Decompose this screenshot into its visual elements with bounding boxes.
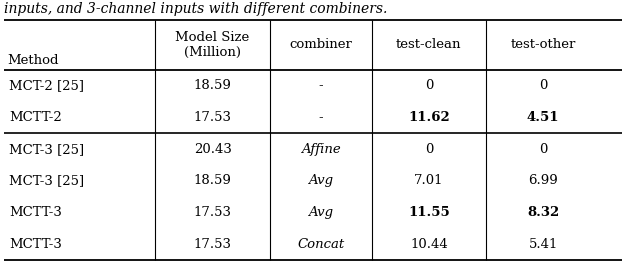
Text: Concat: Concat	[297, 238, 344, 251]
Text: 7.01: 7.01	[414, 174, 444, 187]
Text: Avg: Avg	[308, 206, 333, 219]
Text: test-other: test-other	[511, 39, 576, 51]
Text: 6.99: 6.99	[528, 174, 558, 187]
Text: 0: 0	[539, 79, 547, 92]
Text: Affine: Affine	[301, 143, 341, 156]
Text: 0: 0	[424, 79, 433, 92]
Text: -: -	[319, 111, 323, 124]
Text: 17.53: 17.53	[193, 111, 232, 124]
Text: 10.44: 10.44	[410, 238, 448, 251]
Text: 17.53: 17.53	[193, 238, 232, 251]
Text: 5.41: 5.41	[528, 238, 558, 251]
Text: Method: Method	[7, 54, 58, 67]
Text: -: -	[319, 79, 323, 92]
Text: 0: 0	[424, 143, 433, 156]
Text: 18.59: 18.59	[193, 79, 232, 92]
Text: inputs, and 3-channel inputs with different combiners.: inputs, and 3-channel inputs with differ…	[4, 2, 387, 16]
Text: 8.32: 8.32	[527, 206, 559, 219]
Text: MCT-3 [25]: MCT-3 [25]	[9, 143, 84, 156]
Text: combiner: combiner	[289, 39, 352, 51]
Text: Model Size
(Million): Model Size (Million)	[175, 31, 250, 59]
Text: MCTT-2: MCTT-2	[9, 111, 62, 124]
Text: MCT-2 [25]: MCT-2 [25]	[9, 79, 84, 92]
Text: 20.43: 20.43	[193, 143, 232, 156]
Text: MCTT-3: MCTT-3	[9, 238, 62, 251]
Text: test-clean: test-clean	[396, 39, 461, 51]
Text: 0: 0	[539, 143, 547, 156]
Text: 11.62: 11.62	[408, 111, 449, 124]
Text: MCTT-3: MCTT-3	[9, 206, 62, 219]
Text: 17.53: 17.53	[193, 206, 232, 219]
Text: 11.55: 11.55	[408, 206, 449, 219]
Text: Avg: Avg	[308, 174, 333, 187]
Text: 4.51: 4.51	[527, 111, 560, 124]
Text: 18.59: 18.59	[193, 174, 232, 187]
Text: MCT-3 [25]: MCT-3 [25]	[9, 174, 84, 187]
